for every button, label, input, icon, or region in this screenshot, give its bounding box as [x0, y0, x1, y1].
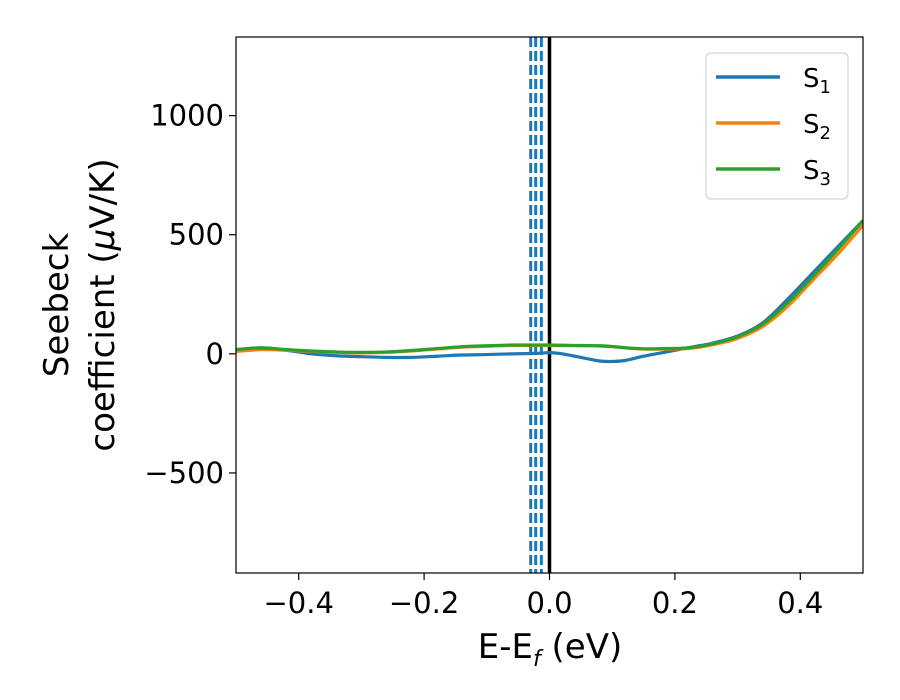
y-tick-label: −500 — [144, 456, 224, 490]
y-axis-label-line2: coefficient (μV/K) — [83, 158, 123, 451]
y-tick-label: 500 — [169, 218, 224, 252]
series-lines — [236, 219, 863, 364]
x-tick-label: 0.0 — [526, 586, 572, 620]
x-tick-label: 0.4 — [777, 586, 823, 620]
x-ticks: −0.4 −0.2 0.0 0.2 0.4 — [263, 573, 823, 620]
x-tick-label: −0.4 — [263, 586, 333, 620]
legend-label-s1: S1 — [803, 64, 831, 98]
y-tick-label: 1000 — [150, 99, 224, 133]
x-axis-label: E-Ef (eV) — [478, 627, 623, 672]
legend-label-s2: S2 — [803, 110, 831, 144]
legend-items: S1 S2 S3 — [716, 64, 831, 190]
series-line-s3 — [236, 219, 863, 355]
legend-label-s3: S3 — [803, 156, 831, 190]
y-axis-label-line1: Seebeck — [37, 233, 77, 378]
x-tick-label: −0.2 — [389, 586, 459, 620]
y-tick-label: 0 — [206, 337, 224, 371]
legend: S1 S2 S3 — [705, 52, 849, 200]
legend-box — [705, 52, 849, 200]
y-ticks: −500 0 500 1000 — [144, 99, 236, 490]
x-tick-label: 0.2 — [652, 586, 698, 620]
y-axis-label: Seebeck coefficient (μV/K) — [37, 158, 123, 451]
vertical-lines — [529, 37, 552, 573]
